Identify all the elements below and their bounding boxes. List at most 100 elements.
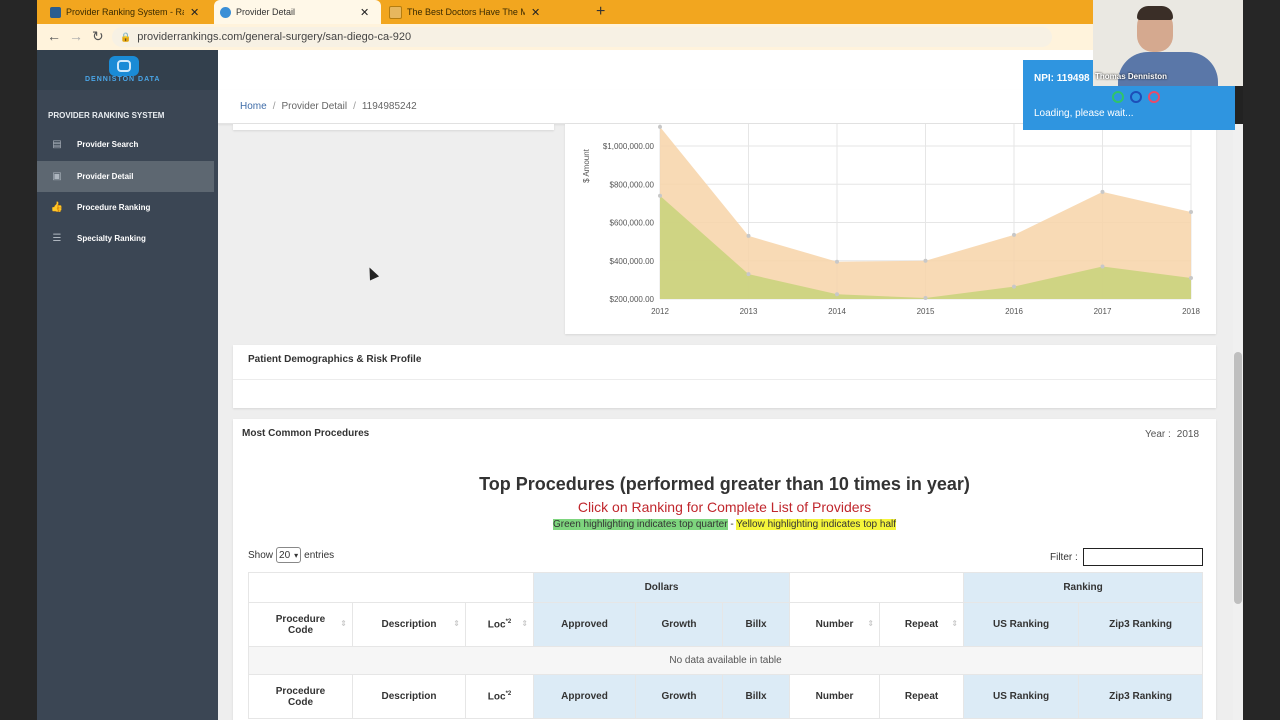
sort-icon: ⇕ bbox=[951, 619, 959, 628]
browser-tab-provider-detail[interactable]: Provider Detail ✕ bbox=[214, 0, 381, 24]
sidebar-item-procedure-ranking[interactable]: 👍 Procedure Ranking bbox=[37, 192, 214, 223]
year-label: Year : bbox=[1145, 429, 1171, 440]
column-label: Description bbox=[381, 691, 437, 702]
year-value: 2018 bbox=[1176, 429, 1200, 440]
column-label: Billx bbox=[745, 691, 767, 702]
procedures-subheading: Click on Ranking for Complete List of Pr… bbox=[577, 499, 872, 515]
entries-select[interactable]: 20 ▾ bbox=[276, 547, 302, 563]
column-repeat[interactable]: Repeat ⇕ bbox=[879, 602, 965, 647]
data-point bbox=[1100, 264, 1105, 269]
year-selector[interactable]: Year : 2018 bbox=[1145, 429, 1199, 440]
breadcrumb-provider-detail[interactable]: Provider Detail bbox=[281, 101, 348, 112]
column-growth[interactable]: Growth bbox=[635, 602, 724, 647]
forward-arrow-icon[interactable]: → bbox=[69, 28, 83, 44]
browser-tab-strip: Provider Ranking System - Rank ✕ Provide… bbox=[37, 0, 1243, 24]
series-area-1 bbox=[660, 195, 1191, 299]
lock-icon: 🔒 bbox=[120, 31, 132, 42]
npi-label: NPI: 119498 bbox=[1034, 73, 1090, 84]
divider bbox=[233, 379, 1216, 380]
tab-title: Provider Ranking System - Rank bbox=[66, 7, 184, 17]
left-gutter bbox=[0, 0, 37, 720]
breadcrumb-home-link[interactable]: Home bbox=[240, 101, 267, 112]
legend-separator: - bbox=[727, 519, 737, 530]
chevron-down-icon: ▾ bbox=[294, 550, 299, 560]
procedures-heading: Top Procedures (performed greater than 1… bbox=[479, 474, 970, 494]
column-growth: Growth bbox=[635, 674, 724, 719]
column-loc[interactable]: Loc*2 ⇕ bbox=[464, 602, 535, 647]
thumbs-up-icon: 👍 bbox=[50, 202, 64, 213]
list-icon: ☰ bbox=[52, 233, 62, 244]
sort-icon: ⇕ bbox=[453, 619, 460, 628]
data-point bbox=[835, 259, 839, 264]
filter-label: Filter : bbox=[1050, 551, 1078, 563]
table-column-footer: Procedure Code Description Loc*2 Approve… bbox=[248, 674, 1204, 719]
loc-superscript: *2 bbox=[505, 690, 512, 697]
entries-value: 20 bbox=[279, 549, 291, 561]
logo[interactable]: DENNISTON DATA bbox=[37, 50, 218, 90]
data-point bbox=[658, 193, 662, 198]
column-description[interactable]: Description ⇕ bbox=[352, 602, 466, 647]
loc-superscript: *2 bbox=[505, 618, 512, 625]
loading-spinner-icon bbox=[1112, 91, 1160, 103]
tab-title: The Best Doctors Have The Most bbox=[407, 7, 525, 17]
series-area-0 bbox=[660, 126, 1191, 299]
url-field[interactable]: 🔒 providerrankings.com/general-surgery/s… bbox=[112, 27, 1052, 47]
data-point bbox=[746, 233, 751, 238]
column-zip3-ranking[interactable]: Zip3 Ranking bbox=[1078, 602, 1204, 647]
data-point bbox=[923, 296, 928, 301]
table-row-empty: No data available in table bbox=[247, 646, 1204, 675]
column-label: Approved bbox=[561, 619, 608, 630]
sidebar-item-label: Provider Detail bbox=[77, 172, 134, 181]
group-header-dollars: Dollars bbox=[533, 572, 791, 603]
sidebar-section-title: PROVIDER RANKING SYSTEM bbox=[48, 111, 165, 120]
breadcrumb-provider-id: 1194985242 bbox=[361, 101, 417, 112]
filter-input[interactable] bbox=[1082, 548, 1203, 566]
browser-address-bar: ← → ↻ 🔒 providerrankings.com/general-sur… bbox=[37, 24, 1243, 51]
sidebar-item-label: Specialty Ranking bbox=[77, 234, 146, 243]
column-procedure-code[interactable]: Procedure Code ⇕ bbox=[248, 602, 353, 647]
column-approved[interactable]: Approved bbox=[533, 602, 637, 647]
payment-trend-chart: $200,000.00 $400,000.00 $600,000.00 $800,00… bbox=[582, 124, 1200, 316]
loading-message: Loading, please wait... bbox=[1034, 108, 1134, 119]
breadcrumb-separator: / bbox=[272, 101, 276, 112]
data-point bbox=[1012, 232, 1016, 237]
data-point bbox=[923, 258, 928, 263]
breadcrumb-separator: / bbox=[353, 101, 356, 112]
column-procedure-code: Procedure Code bbox=[248, 674, 353, 719]
column-label: Procedure Code bbox=[275, 613, 326, 636]
back-arrow-icon[interactable]: ← bbox=[47, 28, 61, 44]
column-us-ranking[interactable]: US Ranking bbox=[963, 602, 1080, 647]
sidebar-item-specialty-ranking[interactable]: ☰ Specialty Ranking bbox=[37, 223, 214, 254]
browser-tab-ranking[interactable]: Provider Ranking System - Rank ✕ bbox=[44, 0, 214, 24]
column-approved: Approved bbox=[533, 674, 637, 719]
logo-mark-icon bbox=[109, 56, 139, 76]
x-tick-label: 2018 bbox=[1182, 307, 1200, 316]
sidebar-item-provider-detail[interactable]: ▣ Provider Detail bbox=[37, 161, 214, 192]
column-loc: Loc*2 bbox=[464, 674, 535, 719]
sort-icon: ⇕ bbox=[521, 619, 529, 628]
browser-tab-best-doctors[interactable]: The Best Doctors Have The Most ✕ bbox=[383, 0, 553, 24]
highlight-legend: Green highlighting indicates top quarter… bbox=[233, 519, 1216, 530]
y-axis-label: $ Amount bbox=[582, 148, 591, 183]
column-billx[interactable]: Billx bbox=[722, 602, 791, 647]
y-tick-label: $400,000.00 bbox=[610, 257, 655, 266]
group-header-blank bbox=[247, 572, 535, 603]
data-point bbox=[835, 292, 839, 297]
y-tick-label: $200,000.00 bbox=[610, 295, 655, 304]
reload-icon[interactable]: ↻ bbox=[92, 28, 104, 44]
sidebar-item-provider-search[interactable]: ▤ Provider Search bbox=[37, 129, 214, 160]
new-tab-icon[interactable]: + bbox=[596, 3, 606, 20]
webcam-person-body bbox=[1118, 52, 1218, 86]
brand-name: DENNISTON DATA bbox=[85, 76, 161, 83]
x-tick-label: 2012 bbox=[651, 307, 669, 316]
payment-trend-chart-card: $200,000.00 $400,000.00 $600,000.00 $800,00… bbox=[565, 124, 1216, 334]
column-label: Zip3 Ranking bbox=[1109, 619, 1172, 630]
close-tab-icon[interactable]: ✕ bbox=[190, 6, 200, 19]
close-tab-icon[interactable]: ✕ bbox=[531, 6, 541, 19]
x-tick-label: 2017 bbox=[1094, 307, 1112, 316]
column-label: Number bbox=[815, 619, 854, 630]
scrollbar-thumb[interactable] bbox=[1234, 352, 1242, 604]
close-tab-icon[interactable]: ✕ bbox=[360, 6, 370, 19]
column-number[interactable]: Number ⇕ bbox=[789, 602, 881, 647]
site-favicon-icon bbox=[50, 6, 61, 18]
